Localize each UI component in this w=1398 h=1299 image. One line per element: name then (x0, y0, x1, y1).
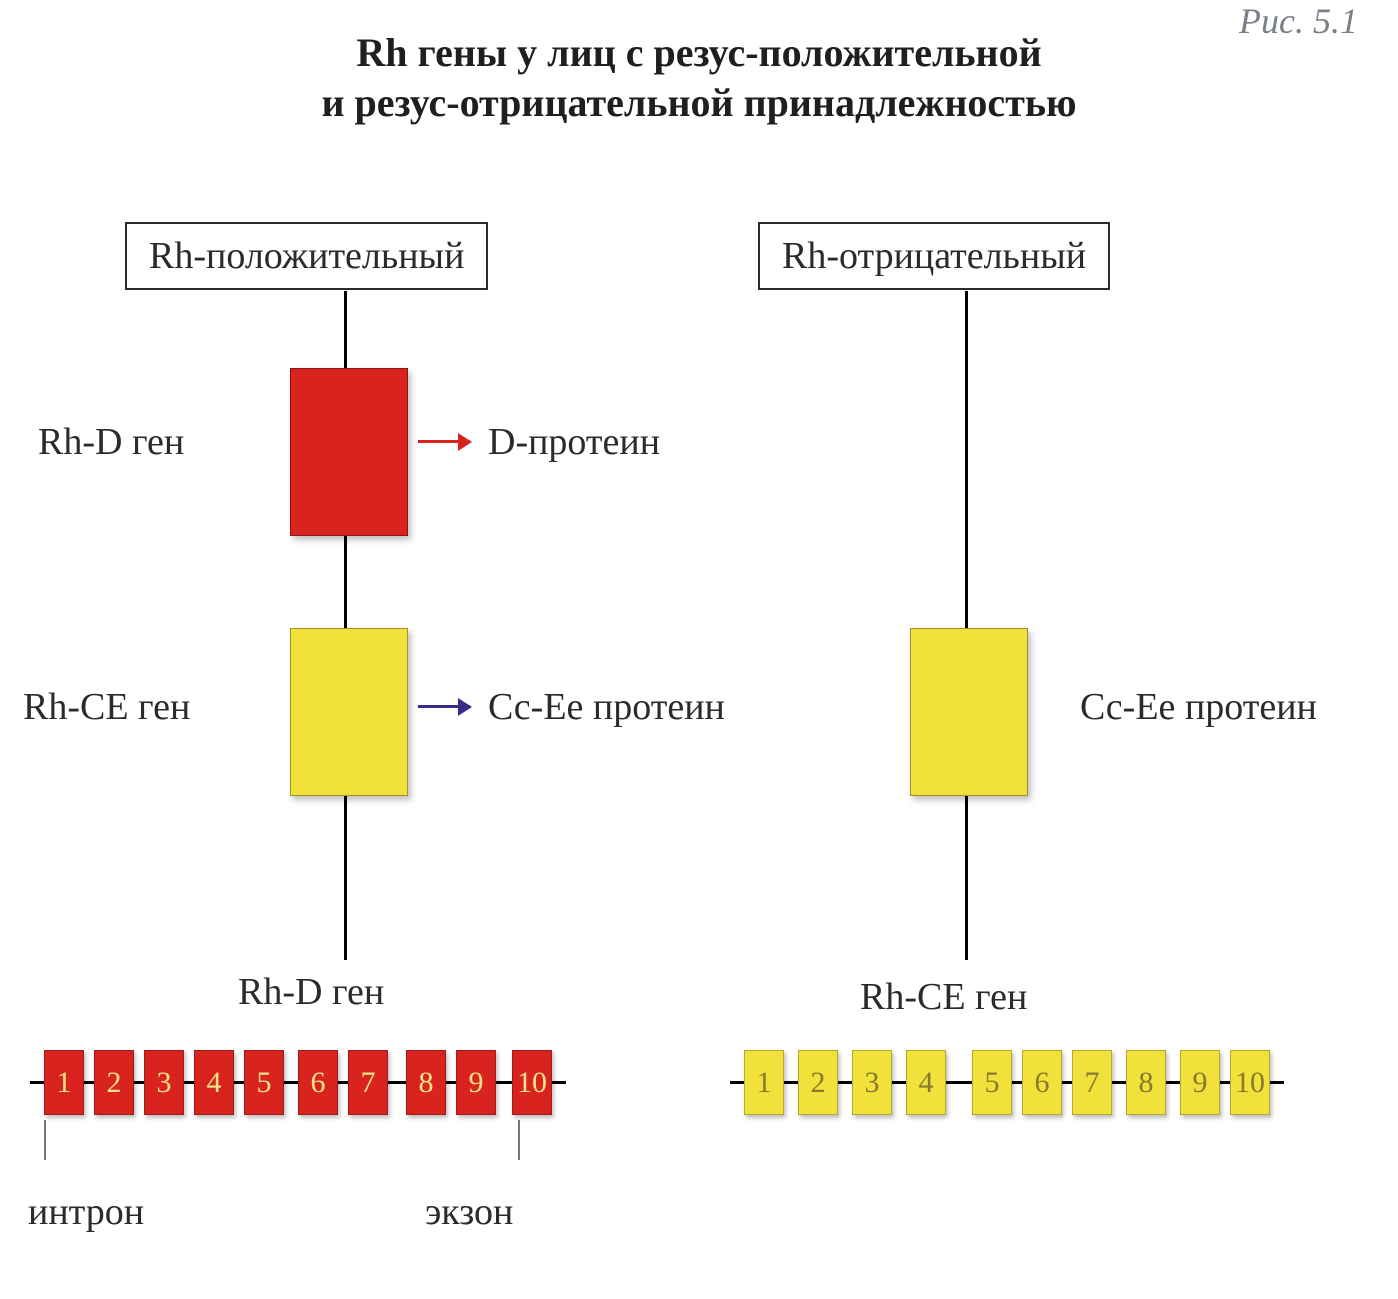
intron-connector (388, 1081, 406, 1084)
intron-connector (496, 1081, 512, 1084)
exon-box: 7 (1072, 1050, 1112, 1115)
rhce-gene-block-left (290, 628, 408, 796)
title-line-1: Rh гены у лиц с резус-положительной (356, 30, 1041, 75)
exon-strip-rhce: 12345678910 (730, 1050, 1284, 1115)
exon-box: 3 (852, 1050, 892, 1115)
exon-tick (518, 1120, 520, 1160)
exon-box: 1 (44, 1050, 84, 1115)
rhd-gene-block (290, 368, 408, 536)
d-protein-label: D-протеин (488, 420, 660, 464)
strip-lead-connector (30, 1081, 44, 1084)
intron-connector (134, 1081, 144, 1084)
rhce-gene-block-right (910, 628, 1028, 796)
arrow-ce-protein (418, 705, 470, 708)
intron-connector (784, 1081, 798, 1084)
exon-box: 1 (744, 1050, 784, 1115)
exon-box: 4 (194, 1050, 234, 1115)
exon-box: 9 (456, 1050, 496, 1115)
intron-connector (1220, 1081, 1230, 1084)
strip-trail-connector (552, 1081, 566, 1084)
header-rh-negative: Rh-отрицательный (758, 222, 1110, 290)
intron-connector (84, 1081, 94, 1084)
exon-box: 6 (1022, 1050, 1062, 1115)
intron-label: интрон (28, 1190, 144, 1234)
arrow-d-protein (418, 440, 470, 443)
strip-title-rhd: Rh-D ген (238, 970, 384, 1014)
intron-connector (1166, 1081, 1180, 1084)
intron-connector (838, 1081, 852, 1084)
cce-protein-label-left: Сс-Ее протеин (488, 685, 725, 729)
rhce-gene-label: Rh-CE ген (23, 685, 190, 729)
exon-strip-rhd: 12345678910 (30, 1050, 566, 1115)
exon-box: 10 (512, 1050, 552, 1115)
intron-connector (946, 1081, 972, 1084)
intron-connector (184, 1081, 194, 1084)
exon-box: 2 (94, 1050, 134, 1115)
exon-box: 7 (348, 1050, 388, 1115)
exon-box: 5 (244, 1050, 284, 1115)
exon-box: 8 (1126, 1050, 1166, 1115)
strip-trail-connector (1270, 1081, 1284, 1084)
intron-connector (234, 1081, 244, 1084)
header-rh-positive: Rh-положительный (125, 222, 488, 290)
exon-box: 9 (1180, 1050, 1220, 1115)
exon-box: 3 (144, 1050, 184, 1115)
intron-connector (284, 1081, 298, 1084)
chromosome-line-right (965, 291, 968, 960)
cce-protein-label-right: Сс-Ее протеин (1080, 685, 1317, 729)
exon-box: 6 (298, 1050, 338, 1115)
exon-box: 5 (972, 1050, 1012, 1115)
exon-label: экзон (425, 1190, 513, 1234)
intron-tick-left (44, 1120, 46, 1160)
strip-title-rhce: Rh-CE ген (860, 975, 1027, 1019)
rhd-gene-label: Rh-D ген (38, 420, 184, 464)
intron-connector (1012, 1081, 1022, 1084)
diagram-title: Rh гены у лиц с резус-положительной и ре… (0, 28, 1398, 128)
exon-box: 8 (406, 1050, 446, 1115)
strip-lead-connector (730, 1081, 744, 1084)
intron-connector (1112, 1081, 1126, 1084)
intron-connector (338, 1081, 348, 1084)
intron-connector (446, 1081, 456, 1084)
exon-box: 2 (798, 1050, 838, 1115)
exon-box: 4 (906, 1050, 946, 1115)
title-line-2: и резус-отрицательной принадлежностью (321, 80, 1076, 125)
intron-connector (892, 1081, 906, 1084)
exon-box: 10 (1230, 1050, 1270, 1115)
intron-connector (1062, 1081, 1072, 1084)
